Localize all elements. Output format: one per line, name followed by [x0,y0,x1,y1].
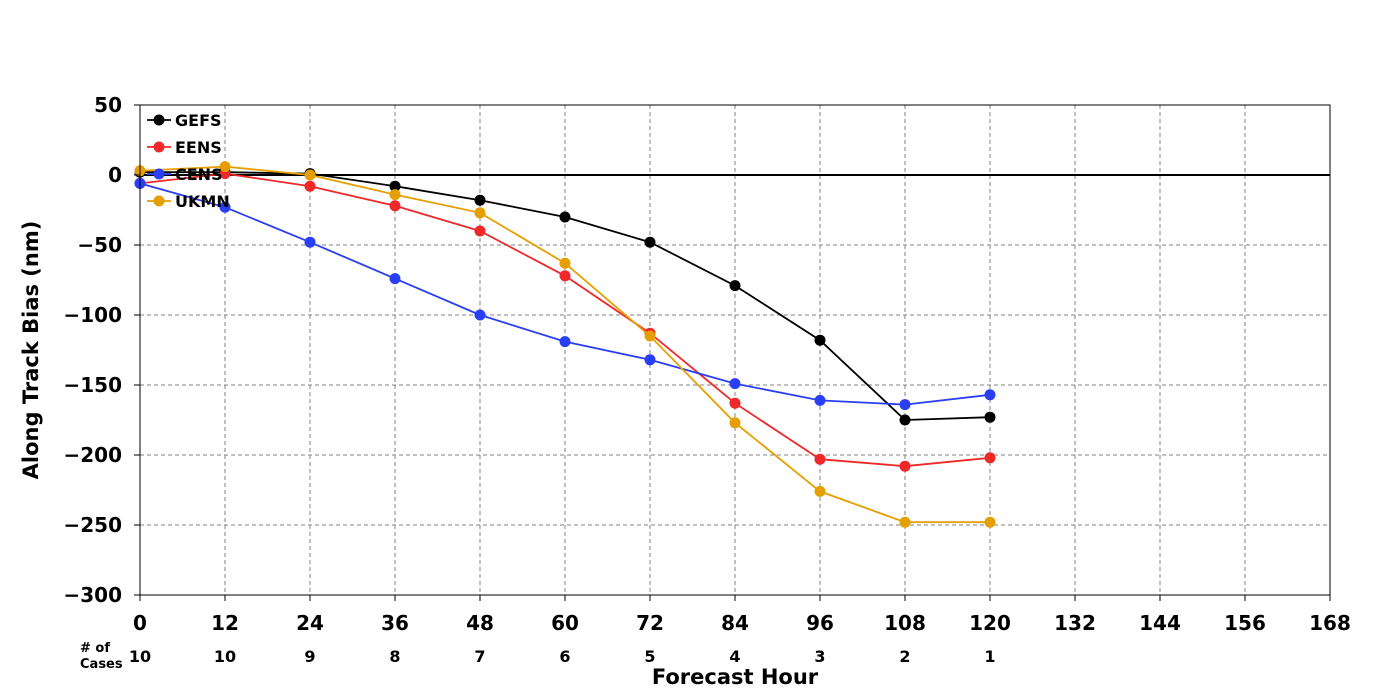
data-point-ukmn [304,169,316,181]
data-point-cens [729,378,741,390]
data-point-cens [219,201,231,213]
legend-label: GEFS [175,111,222,130]
x-tick-label: 36 [381,611,409,635]
cases-header-line2: Cases [80,657,123,672]
data-point-gefs [729,280,741,292]
x-tick-label: 96 [806,611,834,635]
x-tick-label: 108 [884,611,926,635]
data-point-gefs [559,211,571,223]
x-tick-label: 0 [133,611,147,635]
x-tick-label: 132 [1054,611,1096,635]
cases-count: 3 [814,647,825,666]
data-point-gefs [814,334,826,346]
y-tick-label: −200 [63,443,122,467]
data-point-eens [559,270,571,282]
data-point-eens [814,453,826,465]
y-tick-label: 50 [94,93,122,117]
data-point-gefs [644,236,656,248]
data-point-ukmn [474,207,486,219]
x-tick-label: 24 [296,611,324,635]
data-point-gefs [474,194,486,206]
data-point-eens [474,225,486,237]
x-tick-label: 12 [211,611,239,635]
x-tick-label: 72 [636,611,664,635]
data-point-ukmn [389,189,401,201]
grid [140,105,1330,595]
y-tick-label: −50 [77,233,122,257]
legend-swatch-marker [153,168,165,180]
data-point-ukmn [814,485,826,497]
data-point-cens [559,336,571,348]
cases-count: 7 [474,647,485,666]
x-tick-label: 144 [1139,611,1181,635]
cases-row: # of Cases 10 10 9 8 7 6 5 4 3 2 1 [80,641,996,672]
data-point-ukmn [559,257,571,269]
cases-header-line1: # of [80,641,110,656]
cases-count: 8 [389,647,400,666]
legend-label: UKMN [175,192,230,211]
data-point-cens [814,394,826,406]
x-tick-label: 156 [1224,611,1266,635]
data-point-cens [984,389,996,401]
data-point-gefs [984,411,996,423]
legend: GEFS EENS CENS UKMN [147,111,230,211]
data-point-gefs [899,414,911,426]
y-axis-title: Along Track Bias (nm) [19,221,43,480]
data-point-ukmn [644,330,656,342]
y-tick-label: −250 [63,513,122,537]
legend-label: CENS [175,165,223,184]
data-point-ukmn [729,417,741,429]
legend-swatch-marker [153,141,165,153]
x-tick-label: 60 [551,611,579,635]
data-point-ukmn [984,516,996,528]
data-point-eens [729,397,741,409]
data-point-cens [304,236,316,248]
data-point-ukmn [899,516,911,528]
y-tick-label: −300 [63,583,122,607]
legend-label: EENS [175,138,222,157]
series-lines [134,161,996,528]
cases-count: 2 [899,647,910,666]
cases-count: 10 [129,647,151,666]
cases-count: 10 [214,647,236,666]
data-point-eens [984,452,996,464]
data-point-eens [389,200,401,212]
x-tick-label: 48 [466,611,494,635]
data-point-ukmn [219,161,231,173]
data-point-eens [304,180,316,192]
legend-swatch-marker [153,195,165,207]
x-tick-label: 84 [721,611,749,635]
cases-count: 1 [984,647,995,666]
data-point-cens [474,309,486,321]
cases-count: 6 [559,647,570,666]
y-tick-label: −150 [63,373,122,397]
x-tick-label: 120 [969,611,1011,635]
data-point-cens [389,273,401,285]
data-point-cens [644,354,656,366]
data-point-gefs [389,180,401,192]
y-tick-label: −100 [63,303,122,327]
x-tick-label: 168 [1309,611,1351,635]
x-axis-title: Forecast Hour [652,665,819,689]
legend-swatch-marker [153,114,165,126]
data-point-eens [899,460,911,472]
axis-ticks: 0 12 24 36 48 60 72 84 96 108 120 132 144 156 168 50 0 −5… [63,93,1350,635]
data-point-cens [899,399,911,411]
cases-count: 9 [304,647,315,666]
cases-count: 5 [644,647,655,666]
cases-count: 4 [729,647,740,666]
y-tick-label: 0 [108,163,122,187]
